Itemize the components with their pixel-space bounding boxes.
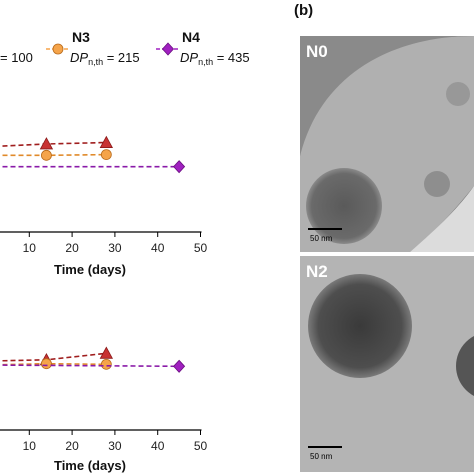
micrograph-n0-image <box>300 36 474 252</box>
series-line-0 <box>0 352 107 362</box>
series-line-1 <box>0 153 107 157</box>
series-line-2 <box>0 364 180 368</box>
legend-marker-2 <box>161 42 175 56</box>
x-tick-label: 50 <box>194 241 208 255</box>
legend-name-2: N4 <box>182 29 200 45</box>
data-point-0-2 <box>99 135 114 148</box>
data-point-0-1 <box>39 137 54 150</box>
micrograph-n2-image <box>300 256 474 472</box>
x-tick-label: 30 <box>108 439 122 453</box>
x-tick-label: 20 <box>65 241 79 255</box>
panel-b-label: (b) <box>294 2 314 19</box>
data-point-1-2 <box>100 358 112 370</box>
scale-bar-text: 50 nm <box>310 452 333 461</box>
data-point-2-1 <box>173 160 186 174</box>
data-point-1-1 <box>41 149 52 161</box>
size-vs-time-charts: 10 20 30 40 50 Time (days) = 100 N3 DPn,th = 215… <box>0 29 250 473</box>
micrograph-n0: N0 50 nm <box>300 36 474 252</box>
x-tick-label: 50 <box>194 439 208 453</box>
x-tick-label: 10 <box>23 439 37 453</box>
x-tick-label: 40 <box>151 241 165 255</box>
series-line-0 <box>0 141 107 147</box>
legend-entry-1-dp: = 100 <box>0 50 33 65</box>
data-point-2-1 <box>173 359 186 373</box>
micrograph-n2-label: N2 <box>306 262 328 281</box>
legend-dp-1: DPn,th = 215 <box>70 50 140 67</box>
x-axis-title: Time (days) <box>54 262 126 277</box>
legend-name-1: N3 <box>72 29 90 45</box>
x-tick-label: 10 <box>23 241 37 255</box>
data-point-1-1 <box>41 358 52 370</box>
micrograph-n0-label: N0 <box>306 42 328 61</box>
data-point-1-2 <box>100 149 112 161</box>
micrograph-n2: N2 50 nm <box>300 256 474 472</box>
scale-bar-text: 50 nm <box>310 234 333 243</box>
data-point-0-2 <box>99 346 114 359</box>
x-axis-title: Time (days) <box>54 458 126 473</box>
legend-marker-1 <box>52 43 64 55</box>
x-tick-label: 30 <box>108 241 122 255</box>
scale-bar <box>308 228 342 230</box>
scale-bar <box>308 446 342 448</box>
x-tick-label: 20 <box>65 439 79 453</box>
x-tick-label: 40 <box>151 439 165 453</box>
legend-dp-2: DPn,th = 435 <box>180 50 250 67</box>
